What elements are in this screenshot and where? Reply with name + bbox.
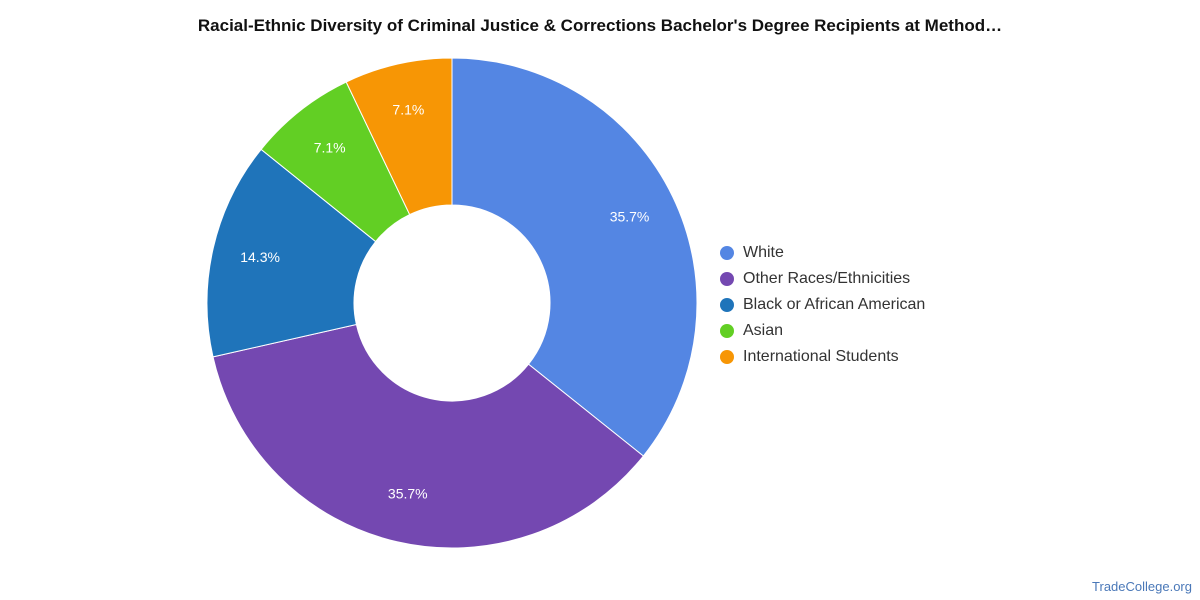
slice-black-or-african-american[interactable]	[206, 148, 377, 358]
legend-label: White	[743, 244, 784, 261]
legend-swatch	[720, 246, 734, 260]
slice-label: 35.7%	[388, 486, 428, 502]
legend-item[interactable]: Asian	[720, 318, 925, 344]
legend-swatch	[720, 298, 734, 312]
slice-label: 35.7%	[610, 208, 650, 224]
legend-item[interactable]: International Students	[720, 344, 925, 370]
legend-label: Asian	[743, 322, 784, 339]
slice-label: 14.3%	[240, 249, 280, 265]
legend-item[interactable]: Other Races/Ethnicities	[720, 266, 925, 292]
slice-international-students[interactable]	[345, 57, 453, 216]
legend-label: International Students	[743, 348, 899, 365]
legend-item[interactable]: White	[720, 240, 925, 266]
source-credit[interactable]: TradeCollege.org	[1092, 579, 1192, 594]
legend-swatch	[720, 272, 734, 286]
legend-swatch	[720, 324, 734, 338]
slice-other-races-ethnicities[interactable]	[212, 323, 645, 549]
legend-swatch	[720, 350, 734, 364]
slice-label: 7.1%	[392, 102, 424, 118]
legend-label: Black or African American	[743, 296, 926, 313]
slice-label: 7.1%	[314, 139, 346, 155]
legend-item[interactable]: Black or African American	[720, 292, 925, 318]
chart-title: Racial-Ethnic Diversity of Criminal Just…	[197, 16, 1003, 35]
legend-label: Other Races/Ethnicities	[743, 270, 911, 287]
chart-legend: White Other Races/Ethnicities Black or Afr…	[720, 240, 925, 370]
slice-white[interactable]	[451, 57, 698, 457]
